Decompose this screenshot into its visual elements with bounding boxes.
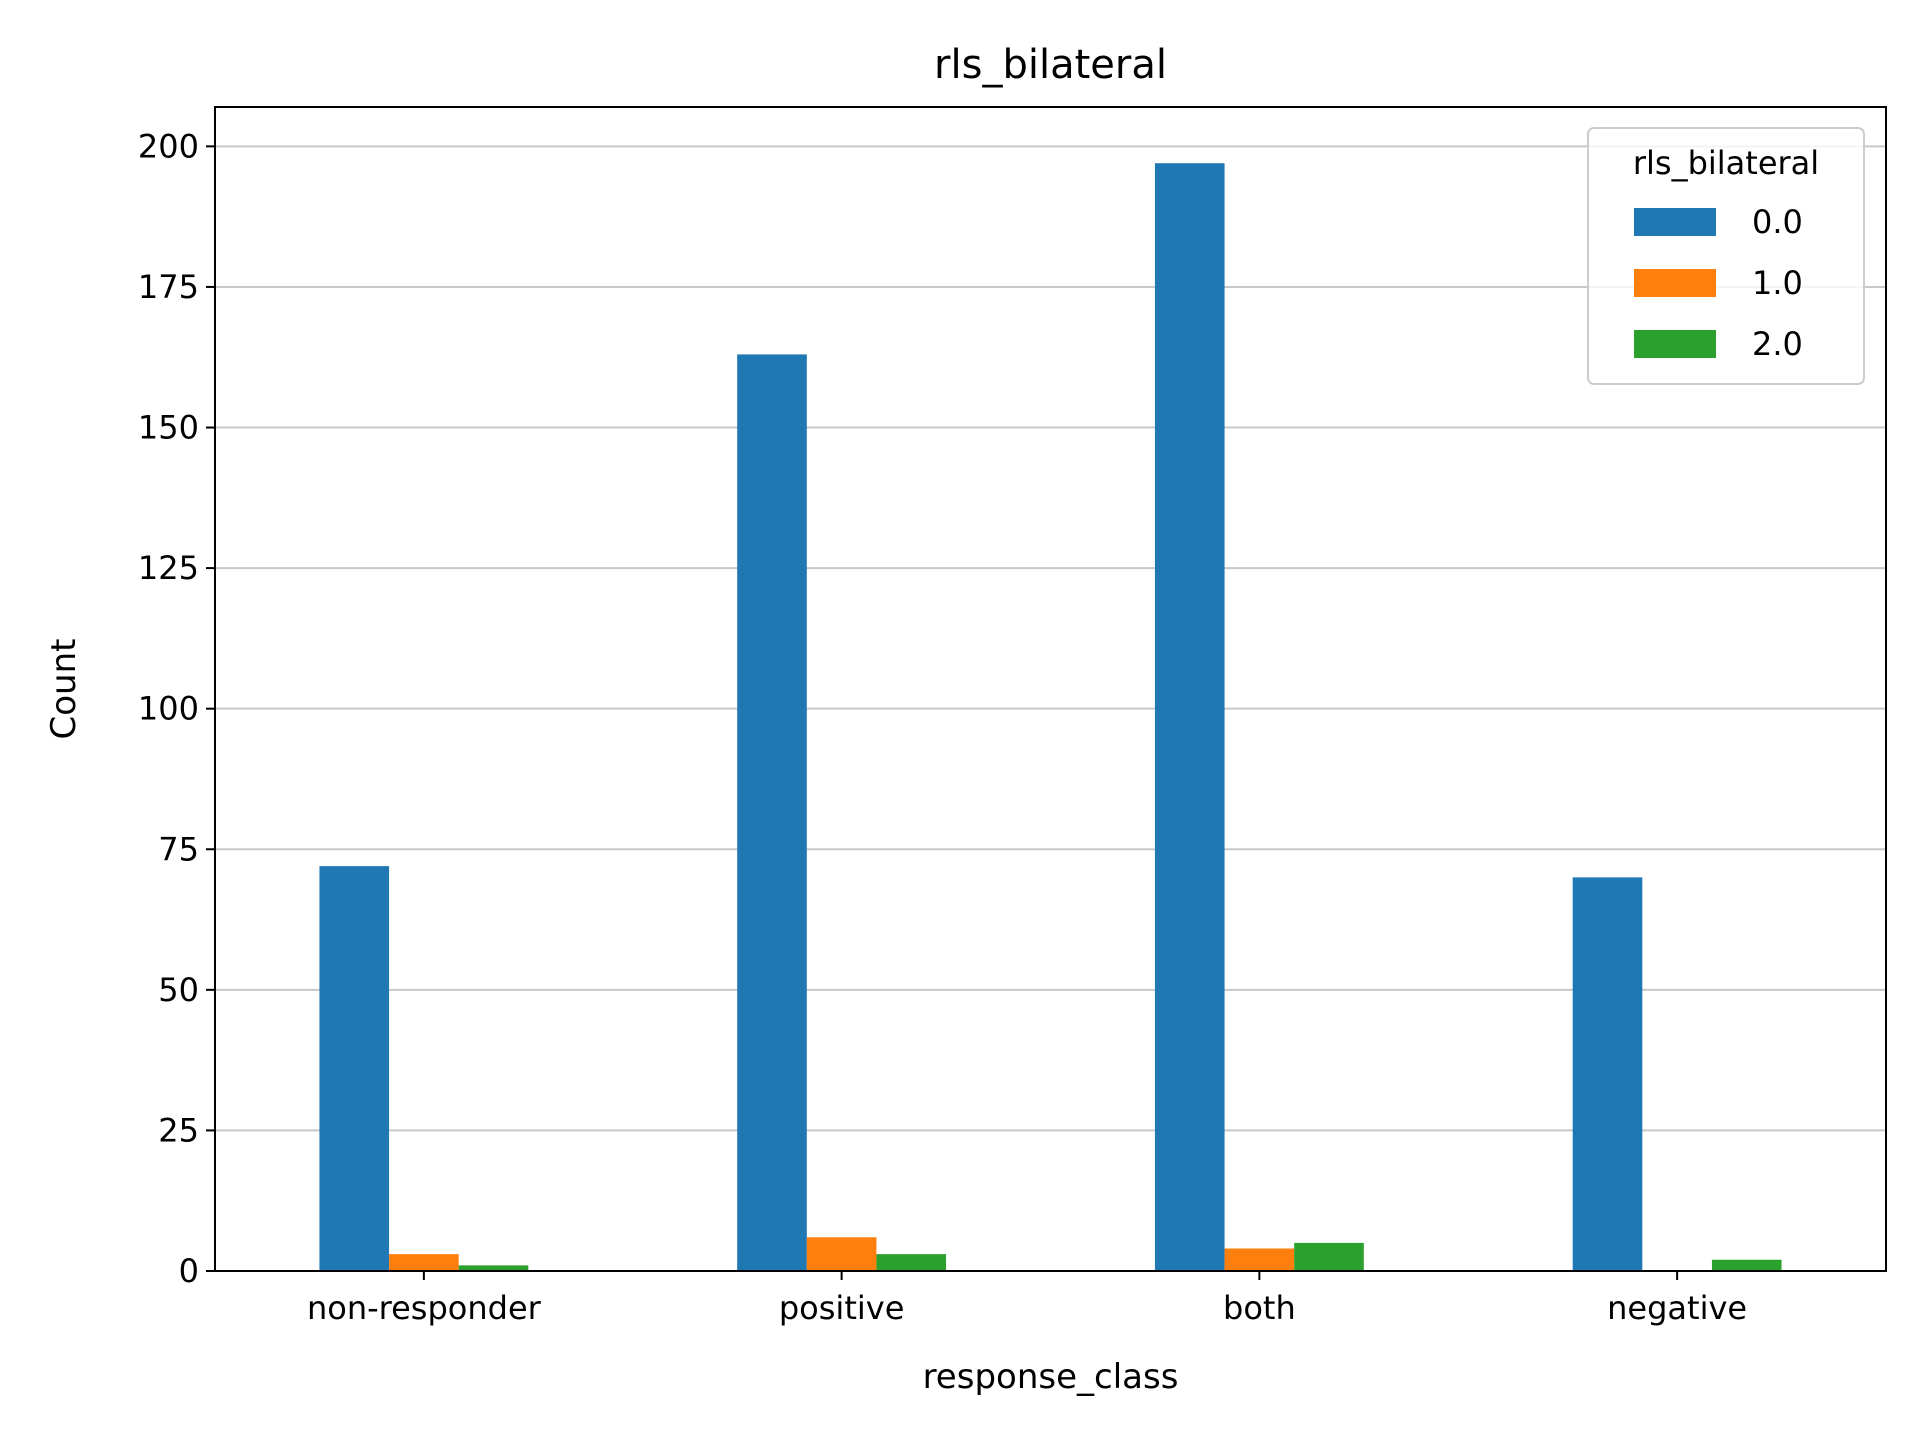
x-tick-label: non-responder <box>307 1289 542 1327</box>
bar-positive-series-1.0 <box>806 1237 877 1271</box>
x-axis-ticks: non-responder positive both negative <box>307 1271 1747 1327</box>
x-tick-label: negative <box>1607 1289 1747 1327</box>
y-axis-label: Count <box>44 639 84 740</box>
y-tick-label: 50 <box>158 971 199 1009</box>
bar-negative-series-2.0 <box>1711 1259 1782 1271</box>
plot-area-frame <box>214 106 1887 1272</box>
y-axis-ticks: 0 25 50 75 100 125 150 175 200 <box>138 127 215 1290</box>
legend-swatch-1.0 <box>1634 269 1716 297</box>
x-axis-label: response_class <box>923 1357 1179 1397</box>
y-tick-label: 75 <box>158 830 199 868</box>
bar-non-responder-series-1.0 <box>389 1254 459 1271</box>
legend-label: 2.0 <box>1752 325 1803 363</box>
bar-both-series-0.0 <box>1154 163 1225 1271</box>
legend-title: rls_bilateral <box>1633 144 1819 182</box>
y-tick-label: 200 <box>138 127 199 165</box>
legend-label: 1.0 <box>1752 264 1803 302</box>
y-tick-label: 25 <box>158 1111 199 1149</box>
bar-both-series-2.0 <box>1294 1242 1364 1271</box>
legend: rls_bilateral 0.0 1.0 2.0 <box>1587 127 1865 385</box>
legend-label: 0.0 <box>1752 203 1803 241</box>
bar-positive-series-0.0 <box>737 354 807 1271</box>
bar-both-series-1.0 <box>1224 1248 1295 1271</box>
bar-non-responder-series-2.0 <box>458 1265 529 1271</box>
bar-negative-series-0.0 <box>1572 877 1643 1271</box>
legend-swatch-0.0 <box>1634 208 1716 236</box>
x-tick-label: positive <box>779 1289 905 1327</box>
bar-positive-series-2.0 <box>876 1254 947 1271</box>
legend-swatch-2.0 <box>1634 330 1716 358</box>
chart-title: rls_bilateral <box>934 42 1167 88</box>
y-tick-label: 125 <box>138 549 199 587</box>
y-tick-label: 175 <box>138 268 199 306</box>
x-tick-label: both <box>1223 1289 1296 1327</box>
bar-non-responder-series-0.0 <box>319 866 390 1271</box>
y-tick-label: 0 <box>179 1252 199 1290</box>
legend-box <box>1587 127 1865 385</box>
y-tick-label: 100 <box>138 690 199 728</box>
y-tick-label: 150 <box>138 409 199 447</box>
bars <box>319 163 1782 1271</box>
